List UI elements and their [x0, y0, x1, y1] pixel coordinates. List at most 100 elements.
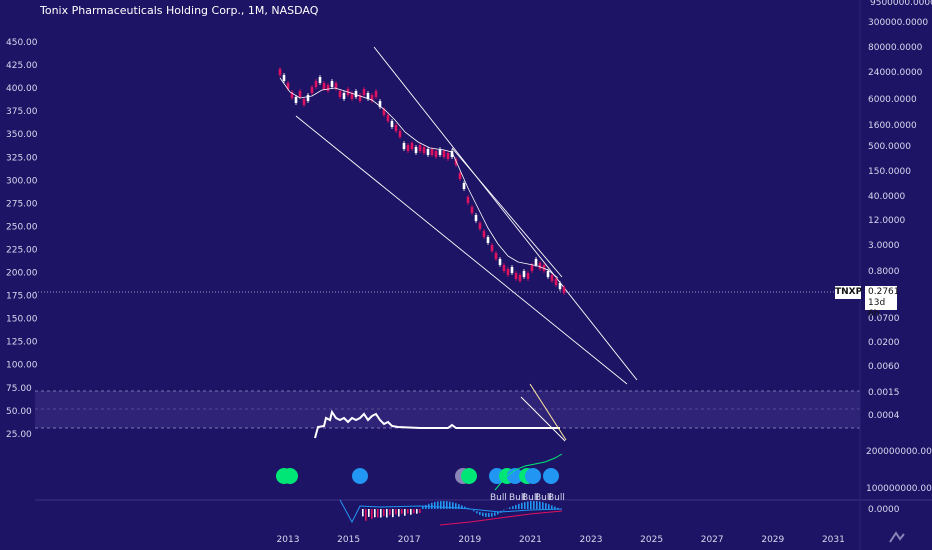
macd-bar [419, 509, 421, 514]
candle-body [402, 143, 406, 149]
macd-bar [539, 501, 541, 509]
candle-body [550, 275, 554, 281]
right-axis-label: 0.0700 [868, 314, 900, 324]
volume-axis-label-2: 100000000.0000 [866, 484, 932, 494]
macd-bar [443, 501, 445, 509]
dot-blue-3 [507, 468, 523, 484]
dot-green-3 [461, 468, 477, 484]
indicator-label-2: Bull [509, 493, 526, 503]
time-axis-label: 2013 [277, 535, 300, 545]
candle-body [382, 109, 386, 115]
macd-bar [392, 509, 394, 518]
left-axis-label: 75.00 [6, 384, 32, 394]
indicator-labels: Bull Bull Bull Bull Bull [490, 493, 565, 503]
chart-title: Tonix Pharmaceuticals Holding Corp., 1M,… [40, 4, 319, 17]
right-axis-label: 6000.0000 [868, 95, 917, 105]
rsi-line [314, 409, 560, 439]
macd-bar [554, 506, 556, 509]
candle-body [422, 147, 426, 153]
left-axis-label: 175.00 [6, 292, 38, 302]
left-axis-label: 450.00 [6, 38, 38, 48]
macd-bar [440, 501, 442, 509]
left-axis-label: 250.00 [6, 222, 38, 232]
macd-bar [434, 502, 436, 509]
right-axis-label: 0.0004 [868, 411, 900, 421]
macd-bar [407, 509, 409, 514]
candle-body [358, 95, 362, 101]
right-axis-label: 3.0000 [868, 241, 900, 251]
macd-bar [416, 509, 418, 514]
candle-body [534, 259, 538, 265]
macd-bar [497, 511, 499, 515]
macd-bar [362, 509, 364, 517]
candle-body [306, 95, 310, 101]
candle-body [482, 231, 486, 237]
macd-bar [404, 509, 406, 516]
indicator-label-3: Bull [522, 493, 539, 503]
tradingview-logo-icon[interactable] [888, 530, 906, 546]
candle-body [322, 83, 326, 89]
candle-body [486, 237, 490, 243]
candle-body [462, 183, 466, 189]
macd-bar [455, 503, 457, 509]
macd-bar [536, 501, 538, 509]
candle-body [350, 93, 354, 99]
right-axis-label: 40.0000 [868, 192, 905, 202]
macd-bar [377, 509, 379, 518]
left-axis-label: 200.00 [6, 269, 38, 279]
time-axis-label: 2015 [337, 535, 360, 545]
left-axis-label: 325.00 [6, 153, 38, 163]
candle-body [458, 173, 462, 179]
macd-bar [491, 512, 493, 517]
right-axis-label: 0.0015 [868, 388, 900, 398]
macd-bar [374, 509, 376, 518]
macd-bar [473, 510, 475, 512]
candle-body [338, 91, 342, 97]
right-axis-top-partial: 9500000.0000 [870, 0, 932, 8]
time-axis-label: 2025 [640, 535, 663, 545]
candle-body [294, 97, 298, 103]
macd-bar [371, 509, 373, 520]
candle-body [562, 287, 566, 293]
time-axis-label: 2023 [580, 535, 603, 545]
macd-bar [557, 507, 559, 509]
time-axis: 2013 2015 2017 2019 2021 2023 2025 2027 2029 2031 [277, 535, 845, 545]
candle-body [466, 197, 470, 203]
macd-bar [410, 509, 412, 515]
right-axis-label: 0.8000 [868, 267, 900, 277]
macd-bar [524, 502, 526, 509]
candle-body [450, 151, 454, 157]
candles [278, 67, 566, 295]
right-axis-label: 12.0000 [868, 216, 905, 226]
candle-body [438, 149, 442, 155]
macd-bar [461, 505, 463, 509]
macd-bar [449, 501, 451, 509]
candle-body [406, 145, 410, 151]
macd-bar [479, 511, 481, 515]
macd-bar [533, 501, 535, 509]
macd-histogram [362, 501, 562, 521]
left-axis-label: 425.00 [6, 61, 38, 71]
macd-axis-label: 0.0000 [868, 505, 900, 515]
right-axis-label: 80000.0000 [868, 43, 923, 53]
left-axis-label: 275.00 [6, 199, 38, 209]
candle-body [330, 81, 334, 87]
candle-body [494, 253, 498, 259]
candle-body [446, 153, 450, 159]
macd-bar [368, 509, 370, 517]
left-axis-label: 300.00 [6, 176, 38, 186]
candle-body [334, 83, 338, 89]
candle-body [474, 215, 478, 221]
macd-bar [530, 501, 532, 509]
candle-body [518, 275, 522, 281]
dot-green-2 [282, 468, 298, 484]
candle-body [310, 87, 314, 93]
macd-bar [431, 502, 433, 509]
dot-blue-4 [525, 468, 541, 484]
right-axis-label: 1600.0000 [868, 121, 917, 131]
macd-bar [515, 504, 517, 509]
left-axis-label: 400.00 [6, 84, 38, 94]
macd-bar [503, 509, 505, 511]
macd-bar [482, 512, 484, 517]
